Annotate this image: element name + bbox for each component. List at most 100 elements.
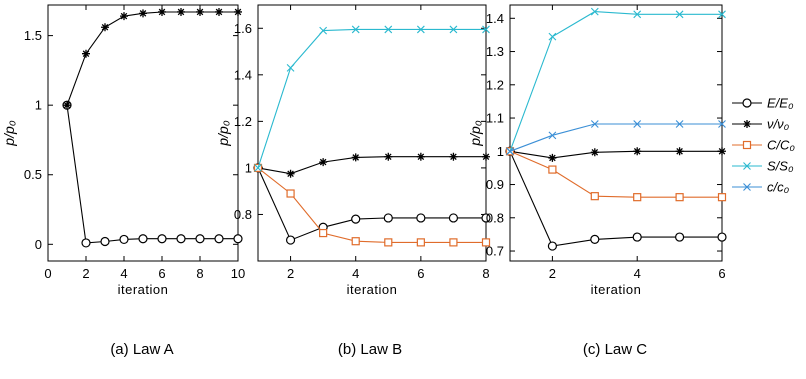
data-point xyxy=(482,152,490,161)
series-line xyxy=(66,11,238,106)
data-point xyxy=(254,164,262,172)
y-tick-label: 1.5 xyxy=(24,28,42,43)
x-tick-label: 6 xyxy=(718,266,725,281)
data-point xyxy=(384,25,393,34)
y-tick-label: 1.2 xyxy=(486,77,504,92)
y-tick-label: 1.1 xyxy=(486,111,504,126)
y-axis-label: p/p₀ xyxy=(1,120,17,146)
data-point xyxy=(717,193,727,202)
y-tick-label: 0.7 xyxy=(486,244,504,259)
data-point xyxy=(590,192,599,201)
plot-frame xyxy=(47,4,239,262)
x-tick-label: 6 xyxy=(158,266,165,281)
data-point xyxy=(449,238,458,247)
y-tick-label: 0.8 xyxy=(234,207,252,222)
legend-marker xyxy=(743,162,751,170)
legend-marker xyxy=(742,140,752,150)
data-point xyxy=(449,152,458,161)
data-point xyxy=(285,235,296,245)
y-tick-label: 1.2 xyxy=(234,114,252,129)
y-tick-label: 0.9 xyxy=(486,177,504,192)
data-point xyxy=(384,238,393,247)
data-point xyxy=(547,241,558,251)
data-point xyxy=(214,234,224,244)
data-point xyxy=(448,213,459,223)
data-point xyxy=(319,158,328,167)
data-point xyxy=(286,63,295,72)
series- xyxy=(254,152,490,178)
data-point xyxy=(119,234,129,245)
data-point xyxy=(633,147,642,156)
data-point xyxy=(674,232,685,242)
series- xyxy=(506,147,726,162)
legend-entry-c-c: C/C₀ xyxy=(732,138,795,153)
y-tick-label: 0.5 xyxy=(24,167,42,182)
data-point xyxy=(286,189,295,198)
data-point xyxy=(234,7,242,16)
series-line xyxy=(257,167,486,243)
series-line xyxy=(257,28,486,169)
data-point xyxy=(196,7,204,16)
y-axis-label: p/p₀ xyxy=(467,120,483,146)
data-point xyxy=(319,26,328,35)
series-e-e xyxy=(253,163,491,245)
x-axis-label: iteration xyxy=(591,282,642,297)
panel-caption: (c) Law C xyxy=(583,341,647,358)
x-axis-label: iteration xyxy=(347,282,398,297)
data-point xyxy=(482,25,490,34)
plot-frame xyxy=(257,4,487,262)
series-line xyxy=(509,123,722,152)
plot-frame xyxy=(509,4,723,262)
data-point xyxy=(351,25,360,34)
x-axis-label: iteration xyxy=(118,282,169,297)
series-line xyxy=(257,167,486,241)
legend-entry-e-e: E/E₀ xyxy=(732,96,794,111)
data-point xyxy=(233,234,243,244)
legend-marker xyxy=(743,183,751,191)
x-tick-label: 4 xyxy=(634,266,641,281)
data-point xyxy=(63,101,71,110)
y-tick-label: 1 xyxy=(35,98,42,113)
data-point xyxy=(675,10,684,19)
data-point xyxy=(590,148,599,157)
data-point xyxy=(548,131,557,140)
data-point xyxy=(82,49,90,58)
data-point xyxy=(215,7,223,16)
series-c-c xyxy=(253,163,491,247)
series-line xyxy=(257,156,486,175)
x-tick-label: 0 xyxy=(44,266,51,281)
data-point xyxy=(351,214,361,224)
x-tick-label: 2 xyxy=(549,266,556,281)
legend-label: c/c₀ xyxy=(767,180,790,195)
data-point xyxy=(506,147,514,156)
series-s-s xyxy=(254,25,490,172)
x-tick-label: 6 xyxy=(417,266,424,281)
data-point xyxy=(120,12,128,21)
legend: E/E₀ ν/ν₀ C/C₀ S/S₀ c/c₀ xyxy=(732,96,795,195)
series-line xyxy=(509,11,722,152)
legend-label: ν/ν₀ xyxy=(767,117,790,132)
data-point xyxy=(416,213,426,223)
x-tick-label: 4 xyxy=(120,266,127,281)
y-tick-label: 1.4 xyxy=(234,67,252,82)
series-line xyxy=(509,150,722,159)
x-tick-label: 8 xyxy=(482,266,489,281)
y-tick-label: 1 xyxy=(497,144,504,159)
data-point xyxy=(675,147,684,156)
data-point xyxy=(351,237,360,246)
series- xyxy=(63,7,242,110)
series-c-c xyxy=(506,120,726,156)
x-tick-label: 10 xyxy=(231,266,245,281)
data-point xyxy=(383,213,393,223)
data-point xyxy=(384,152,393,161)
data-point xyxy=(548,153,557,162)
data-point xyxy=(286,169,295,178)
data-point xyxy=(718,147,726,156)
data-point xyxy=(675,193,684,202)
y-tick-label: 1.6 xyxy=(234,21,252,36)
data-point xyxy=(195,234,205,244)
data-point xyxy=(100,236,110,247)
x-tick-label: 2 xyxy=(82,266,89,281)
y-tick-label: 1 xyxy=(245,160,252,175)
